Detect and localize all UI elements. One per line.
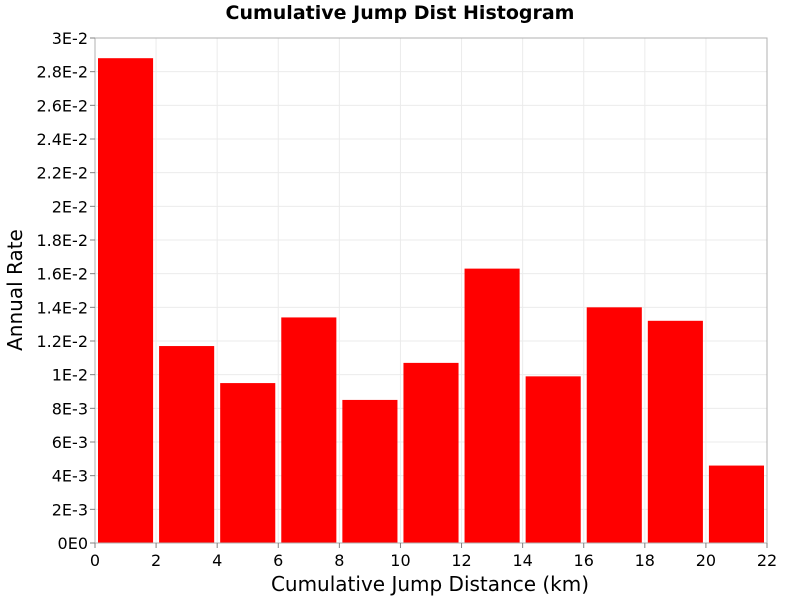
- x-tick-label: 16: [574, 551, 594, 570]
- y-axis-label: Annual Rate: [3, 229, 27, 351]
- x-tick-label: 10: [390, 551, 410, 570]
- y-tick-label: 0E0: [58, 534, 88, 553]
- x-axis-ticks: 0 2 4 6 8 10 12 14 16 18 20 22: [90, 543, 777, 570]
- histogram-bar: [403, 362, 459, 543]
- histogram-bar: [586, 307, 642, 543]
- y-tick-label: 4E-3: [52, 467, 88, 486]
- histogram-bar: [159, 346, 215, 543]
- y-tick-label: 1.8E-2: [36, 231, 88, 250]
- histogram-bar: [647, 320, 703, 543]
- y-tick-label: 8E-3: [52, 399, 88, 418]
- y-tick-label: 1E-2: [52, 366, 88, 385]
- histogram-bar: [98, 58, 154, 543]
- chart-title: Cumulative Jump Dist Histogram: [225, 2, 575, 24]
- x-tick-label: 22: [757, 551, 777, 570]
- y-tick-label: 6E-3: [52, 433, 88, 452]
- x-tick-label: 14: [512, 551, 532, 570]
- histogram-bar: [342, 399, 398, 543]
- x-tick-label: 18: [635, 551, 655, 570]
- x-tick-label: 12: [451, 551, 471, 570]
- histogram-bar: [708, 465, 764, 543]
- y-tick-label: 2.6E-2: [36, 96, 88, 115]
- y-tick-label: 2.4E-2: [36, 130, 88, 149]
- y-tick-label: 1.4E-2: [36, 298, 88, 317]
- y-axis-ticks: 0E0 2E-3 4E-3 6E-3 8E-3 1E-2 1.2E-2 1.4E-2 1.6E-…: [36, 29, 95, 553]
- x-tick-label: 6: [273, 551, 283, 570]
- y-tick-label: 1.6E-2: [36, 265, 88, 284]
- bars: [98, 58, 764, 543]
- x-tick-label: 2: [151, 551, 161, 570]
- x-axis-label: Cumulative Jump Distance (km): [271, 572, 589, 596]
- plot-frame: [94, 37, 768, 544]
- x-tick-label: 8: [334, 551, 344, 570]
- y-tick-label: 3E-2: [52, 29, 88, 48]
- histogram-bar: [220, 383, 276, 543]
- histogram-bar: [281, 317, 337, 543]
- y-tick-label: 2E-2: [52, 197, 88, 216]
- x-tick-label: 0: [90, 551, 100, 570]
- y-tick-label: 1.2E-2: [36, 332, 88, 351]
- histogram-bar: [525, 376, 581, 543]
- y-tick-label: 2E-3: [52, 500, 88, 519]
- histogram-bar: [464, 268, 520, 543]
- x-tick-label: 4: [212, 551, 222, 570]
- x-tick-label: 20: [696, 551, 716, 570]
- y-tick-label: 2.2E-2: [36, 164, 88, 183]
- y-tick-label: 2.8E-2: [36, 63, 88, 82]
